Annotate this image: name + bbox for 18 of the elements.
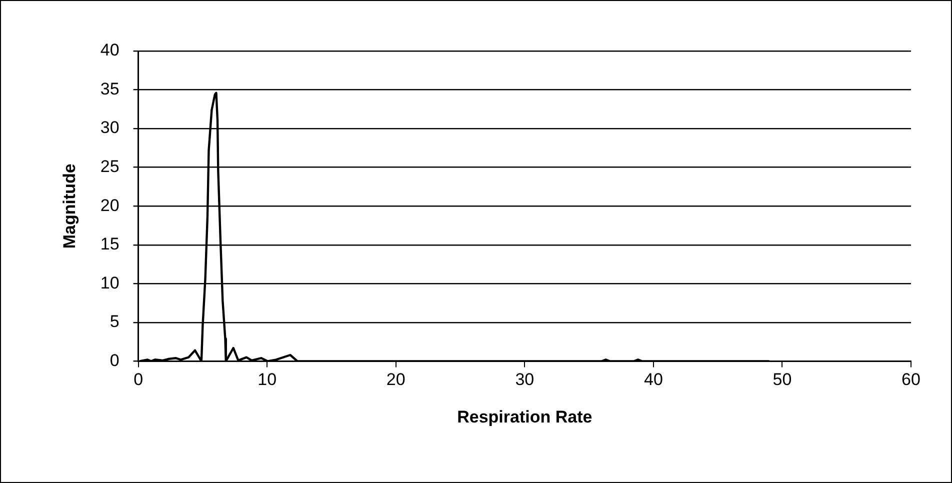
y-tick-label: 10	[100, 273, 120, 292]
x-tick-label: 60	[902, 370, 920, 390]
x-tick-label: 20	[386, 370, 406, 390]
x-tick-label: 0	[134, 370, 144, 390]
y-tick-label: 15	[100, 234, 120, 254]
x-axis-title: Respiration Rate	[457, 407, 592, 426]
y-tick-label: 20	[100, 196, 120, 215]
x-tick-label: 10	[258, 370, 277, 390]
y-tick-label: 25	[100, 157, 120, 176]
x-tick-label: 50	[772, 370, 792, 390]
x-tick-label: 30	[515, 370, 534, 390]
y-tick-label: 35	[100, 79, 120, 98]
y-tick-label: 30	[100, 118, 120, 138]
y-axis-title: Magnitude	[60, 164, 79, 249]
y-tick-label: 5	[110, 312, 120, 332]
y-tick-label: 0	[110, 350, 120, 370]
x-tick-label: 40	[644, 370, 663, 390]
y-tick-label: 40	[100, 40, 120, 60]
